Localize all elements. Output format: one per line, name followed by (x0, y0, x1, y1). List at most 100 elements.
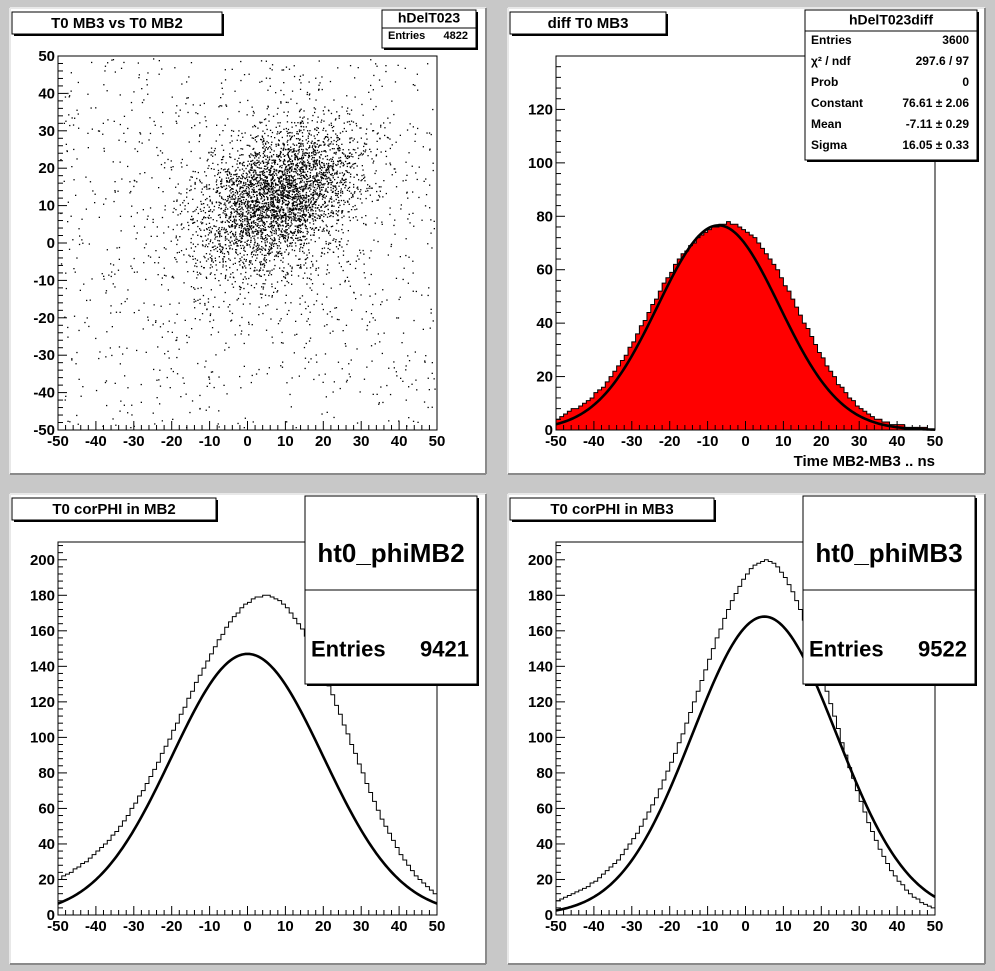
scatter-point (260, 235, 262, 237)
scatter-point (232, 208, 234, 210)
scatter-point (226, 393, 228, 395)
scatter-point (209, 273, 211, 275)
scatter-point (248, 264, 250, 266)
scatter-point (332, 156, 334, 159)
scatter-point (263, 223, 266, 226)
scatter-point (301, 148, 303, 151)
scatter-point (163, 267, 165, 269)
scatter-point (284, 194, 287, 196)
scatter-point (266, 207, 268, 210)
scatter-point (336, 143, 338, 146)
scatter-point (317, 116, 319, 118)
scatter-point (153, 304, 155, 306)
scatter-point (297, 159, 299, 161)
scatter-point (201, 223, 203, 225)
scatter-point (336, 135, 338, 137)
scatter-point (291, 121, 293, 124)
scatter-point (246, 194, 248, 197)
scatter-point (205, 223, 208, 225)
scatter-point (272, 173, 274, 175)
scatter-point (227, 170, 229, 173)
scatter-point (133, 312, 135, 314)
y-tick-label: 10 (38, 198, 55, 215)
scatter-point (123, 404, 125, 406)
scatter-point (370, 273, 372, 276)
scatter-point (317, 207, 319, 209)
scatter-point (299, 297, 301, 299)
scatter-point (287, 182, 289, 185)
scatter-point (331, 181, 334, 183)
scatter-point (316, 129, 318, 131)
scatter-point (161, 68, 163, 70)
scatter-point (136, 212, 138, 214)
scatter-point (301, 120, 304, 122)
scatter-point (287, 237, 289, 239)
scatter-point (302, 156, 305, 158)
scatter-point (105, 292, 107, 294)
scatter-point (339, 387, 341, 390)
scatter-point (162, 323, 164, 325)
scatter-point (248, 231, 250, 233)
scatter-point (423, 180, 425, 182)
scatter-point (252, 247, 254, 250)
scatter-point (272, 204, 274, 206)
scatter-point (237, 199, 239, 201)
scatter-point (331, 205, 333, 207)
scatter-point (306, 267, 308, 269)
scatter-point (361, 318, 363, 320)
scatter-point (314, 207, 316, 209)
scatter-point (325, 214, 327, 216)
scatter-point (226, 219, 228, 222)
scatter-point (309, 190, 311, 192)
scatter-point (320, 144, 322, 146)
scatter-point (291, 90, 294, 92)
scatter-point (71, 166, 73, 168)
scatter-point (259, 189, 261, 191)
scatter-point (266, 373, 268, 375)
scatter-point (291, 160, 294, 162)
scatter-point (290, 137, 292, 140)
scatter-point (264, 216, 267, 218)
scatter-point (135, 238, 137, 240)
scatter-point (245, 232, 247, 234)
scatter-point (243, 161, 245, 163)
scatter-point (261, 249, 263, 251)
scatter-point (229, 276, 231, 278)
scatter-point (223, 210, 225, 212)
scatter-point (147, 93, 149, 95)
scatter-point (429, 184, 431, 186)
scatter-point (287, 272, 289, 275)
scatter-point (295, 138, 298, 140)
scatter-point (296, 183, 298, 185)
scatter-point (207, 234, 210, 236)
scatter-point (348, 120, 350, 123)
scatter-point (248, 190, 250, 192)
scatter-point (184, 208, 186, 210)
scatter-point (101, 273, 103, 275)
scatter-point (259, 178, 262, 180)
scatter-point (218, 207, 220, 209)
scatter-point (197, 299, 199, 301)
scatter-point (356, 174, 358, 176)
scatter-point (226, 181, 228, 183)
scatter-point (237, 245, 239, 247)
scatter-point (361, 202, 363, 204)
scatter-point (335, 133, 337, 135)
scatter-point (290, 232, 293, 234)
scatter-point (348, 162, 351, 164)
scatter-point (260, 248, 262, 250)
scatter-point (228, 258, 230, 260)
scatter-point (269, 235, 271, 237)
scatter-point (270, 243, 272, 245)
scatter-point (192, 258, 194, 260)
scatter-point (219, 245, 221, 247)
scatter-point (213, 386, 215, 389)
scatter-point (271, 295, 273, 297)
scatter-point (230, 156, 232, 159)
scatter-point (279, 176, 281, 178)
scatter-point (236, 238, 238, 240)
scatter-point (312, 191, 315, 194)
scatter-point (255, 199, 258, 201)
scatter-point (263, 266, 265, 268)
scatter-point (214, 236, 217, 238)
